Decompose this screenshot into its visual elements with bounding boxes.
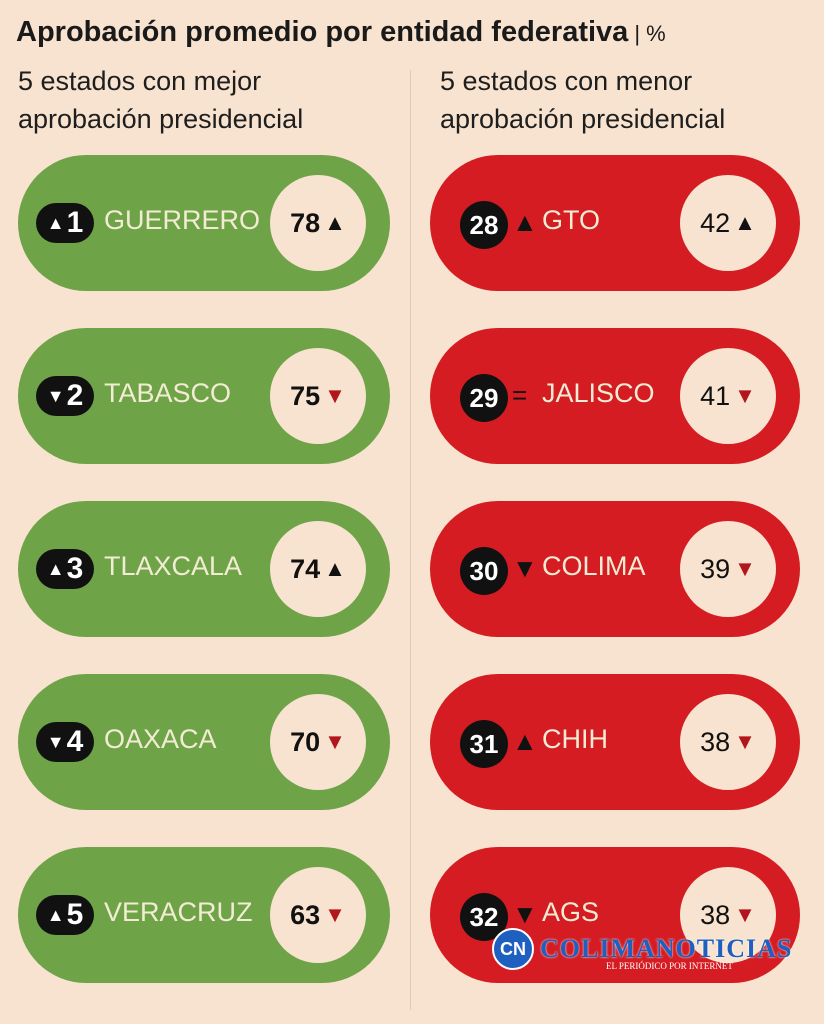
left-subtitle: 5 estados con mejor aprobación presidenc…	[18, 66, 304, 134]
rank-number: 2	[66, 379, 84, 412]
state-card: ▲ 5 VERACRUZ 63 ▼	[18, 847, 390, 983]
trend-down-icon: ▼	[324, 383, 346, 408]
trend-down-icon: ▼	[734, 556, 756, 581]
rank-badge: 28	[460, 201, 508, 249]
state-name: JALISCO	[542, 378, 655, 408]
state-name: GUERRERO	[104, 205, 261, 235]
approval-number: 39	[700, 553, 731, 584]
state-name: TABASCO	[104, 378, 232, 408]
logo-icon: CN	[492, 928, 534, 970]
rank-badge: 30	[460, 547, 508, 595]
title-text: Aprobación promedio por entidad federati…	[16, 16, 629, 48]
state-card: 31 ▲ CHIH 38 ▼	[430, 674, 800, 810]
approval-value: 38 ▼	[680, 694, 776, 790]
rank-badge: ▲ 1	[36, 203, 94, 243]
trend-down-icon: ▼	[324, 902, 346, 927]
approval-number: 78	[290, 207, 321, 238]
approval-number: 38	[700, 726, 731, 757]
rank-trend-icon: ▲	[512, 207, 538, 237]
approval-value: 70 ▼	[270, 694, 366, 790]
approval-number: 38	[700, 899, 731, 930]
state-name: AGS	[542, 897, 600, 927]
trend-up-icon: ▲	[324, 556, 346, 581]
watermark-logo: CN COLIMANOTICIAS	[492, 928, 792, 970]
state-card: ▼ 4 OAXACA 70 ▼	[18, 674, 390, 810]
approval-value: 39 ▼	[680, 521, 776, 617]
logo-tagline: EL PERIÓDICO POR INTERNET	[606, 961, 733, 971]
rank-trend-icon: ▼	[46, 385, 65, 406]
trend-up-icon: ▲	[324, 210, 346, 235]
state-name: OAXACA	[104, 724, 217, 754]
right-subtitle: 5 estados con menor aprobación presidenc…	[440, 66, 726, 134]
approval-number: 41	[700, 380, 731, 411]
rank-trend-icon: ▼	[512, 553, 538, 583]
rank-trend-icon: ▼	[46, 731, 65, 752]
state-card: 32 ▼ AGS 38 ▼	[430, 847, 800, 983]
state-name: VERACRUZ	[104, 897, 253, 927]
approval-value: 78 ▲	[270, 175, 366, 271]
state-card: 28 ▲ GTO 42 ▲	[430, 155, 800, 291]
state-name: TLAXCALA	[104, 551, 243, 581]
approval-number: 75	[290, 380, 321, 411]
rank-badge: ▼ 2	[36, 376, 94, 416]
approval-value: 63 ▼	[270, 867, 366, 963]
approval-number: 42	[700, 207, 731, 238]
rank-badge: 31	[460, 720, 508, 768]
approval-number: 70	[290, 726, 321, 757]
rank-trend-icon: ▲	[46, 904, 65, 925]
rank-trend-icon: ▼	[512, 899, 538, 929]
rank-badge: ▲ 3	[36, 549, 94, 589]
rank-number: 5	[66, 898, 84, 931]
approval-value: 42 ▲	[680, 175, 776, 271]
state-card: ▲ 3 TLAXCALA 74 ▲	[18, 501, 390, 637]
approval-value: 75 ▼	[270, 348, 366, 444]
logo-text: COLIMANOTICIAS	[540, 934, 793, 963]
trend-down-icon: ▼	[734, 383, 756, 408]
rank-number: 3	[66, 552, 84, 585]
approval-value: 74 ▲	[270, 521, 366, 617]
column-divider	[410, 70, 411, 1010]
rank-badge: ▼ 4	[36, 722, 94, 762]
trend-down-icon: ▼	[734, 902, 756, 927]
trend-down-icon: ▼	[324, 729, 346, 754]
rank-trend-icon: ▲	[46, 212, 65, 233]
state-name: GTO	[542, 205, 601, 235]
rank-number: 1	[66, 206, 84, 239]
approval-value: 38 ▼	[680, 867, 776, 963]
state-name: COLIMA	[542, 551, 646, 581]
rank-trend-icon: ▲	[512, 726, 538, 756]
worst-states-list: 28 ▲ GTO 42 ▲ 29 = JALISCO 41 ▼ 30 ▼ COLIM…	[430, 155, 800, 1020]
best-states-list: ▲ 1 GUERRERO 78 ▲ ▼ 2 TABASCO 75 ▼ ▲ 3 TLAXCA…	[18, 155, 390, 1020]
state-card: 30 ▼ COLIMA 39 ▼	[430, 501, 800, 637]
approval-number: 63	[290, 899, 321, 930]
rank-number: 4	[66, 725, 84, 758]
rank-badge: ▲ 5	[36, 895, 94, 935]
rank-trend-icon: =	[512, 380, 528, 410]
page-title: Aprobación promedio por entidad federati…	[16, 16, 666, 49]
state-name: CHIH	[542, 724, 608, 754]
state-card: ▲ 1 GUERRERO 78 ▲	[18, 155, 390, 291]
approval-number: 74	[290, 553, 321, 584]
state-card: ▼ 2 TABASCO 75 ▼	[18, 328, 390, 464]
state-card: 29 = JALISCO 41 ▼	[430, 328, 800, 464]
trend-down-icon: ▼	[734, 729, 756, 754]
rank-trend-icon: ▲	[46, 558, 65, 579]
trend-up-icon: ▲	[734, 210, 756, 235]
title-unit: | %	[634, 21, 666, 46]
rank-badge: 29	[460, 374, 508, 422]
approval-value: 41 ▼	[680, 348, 776, 444]
